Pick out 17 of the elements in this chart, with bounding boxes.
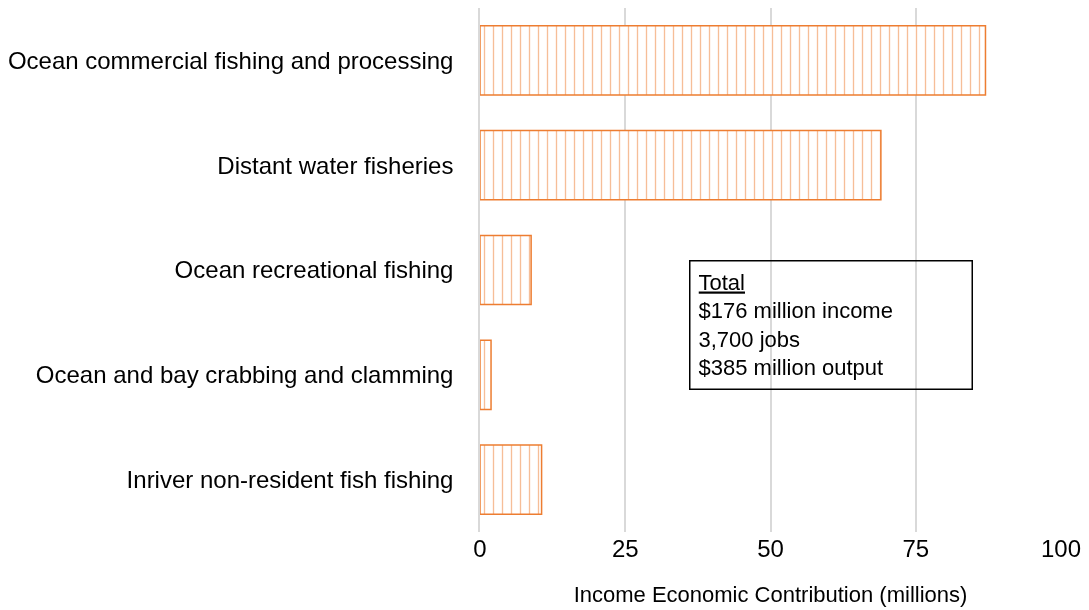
x-tick-label: 0 bbox=[473, 535, 487, 562]
y-tick-label: Ocean commercial fishing and processing bbox=[7, 46, 454, 74]
x-tick-label: 25 bbox=[611, 535, 639, 562]
bar bbox=[480, 339, 492, 411]
x-tick-label: 100 bbox=[1040, 535, 1082, 562]
bar bbox=[480, 129, 882, 201]
annotation: Total $176 million income 3,700 jobs $385 million output bbox=[698, 269, 893, 381]
y-tick-label: Inriver non-resident fish fishing bbox=[126, 466, 454, 493]
y-tick-label: Distant water fisheries bbox=[217, 151, 454, 179]
x-tick-label: 50 bbox=[757, 535, 784, 562]
bar bbox=[480, 234, 532, 306]
x-axis-title: Income Economic Contribution (millions) bbox=[573, 581, 968, 607]
x-tick-label: 75 bbox=[902, 535, 930, 562]
y-tick-label: Ocean recreational fishing bbox=[174, 256, 454, 284]
bar bbox=[480, 444, 543, 515]
bar bbox=[480, 25, 987, 96]
y-tick-label: Ocean and bay crabbing and clamming bbox=[35, 361, 454, 389]
